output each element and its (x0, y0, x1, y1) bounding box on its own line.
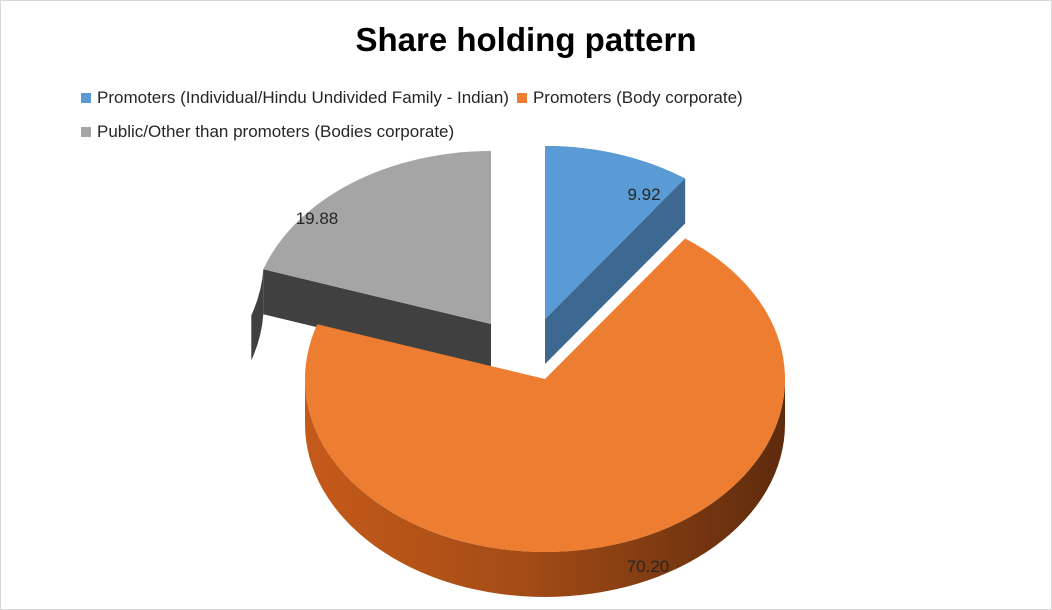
pie-layer (251, 146, 786, 597)
legend-swatch-public (81, 127, 91, 137)
pie-slice-promoters-individual (545, 146, 686, 364)
slice-top-promoters-body-corporate (305, 238, 786, 552)
label-layer: 19.88 9.92 70.20 (296, 185, 670, 576)
legend-item-public: Public/Other than promoters (Bodies corp… (81, 122, 454, 142)
pie-slice-public (251, 151, 491, 369)
chart-title: Share holding pattern (355, 21, 697, 58)
legend-swatch-promoters-body-corporate (516, 93, 527, 103)
legend-label-promoters-body-corporate: Promoters (Body corporate) (532, 88, 743, 107)
slice-wall-promoters-individual (545, 178, 686, 364)
legend-row-2: Public/Other than promoters (Bodies corp… (81, 122, 462, 142)
legend-label-promoters-individual: Promoters (Individual/Hindu Undivided Fa… (97, 88, 509, 107)
legend-item-promoters-body-corporate: Promoters (Body corporate) (516, 88, 743, 108)
legend-swatch-promoters-individual (81, 93, 91, 103)
data-label-promoters-body-corporate: 70.20 (627, 557, 670, 576)
pie-slice-promoters-body-corporate (305, 238, 786, 597)
slice-side-left-public (251, 269, 264, 361)
slice-top-promoters-individual (545, 146, 686, 319)
data-label-public: 19.88 (296, 209, 339, 228)
data-label-promoters-individual: 9.92 (627, 185, 660, 204)
slice-wall-public (263, 269, 491, 369)
legend-label-public: Public/Other than promoters (Bodies corp… (97, 122, 455, 141)
slice-top-public (263, 151, 491, 324)
legend-row-1: Promoters (Individual/Hindu Undivided Fa… (81, 88, 751, 108)
legend-item-promoters-individual: Promoters (Individual/Hindu Undivided Fa… (81, 88, 509, 108)
slice-side-promoters-body-corporate (305, 379, 785, 597)
